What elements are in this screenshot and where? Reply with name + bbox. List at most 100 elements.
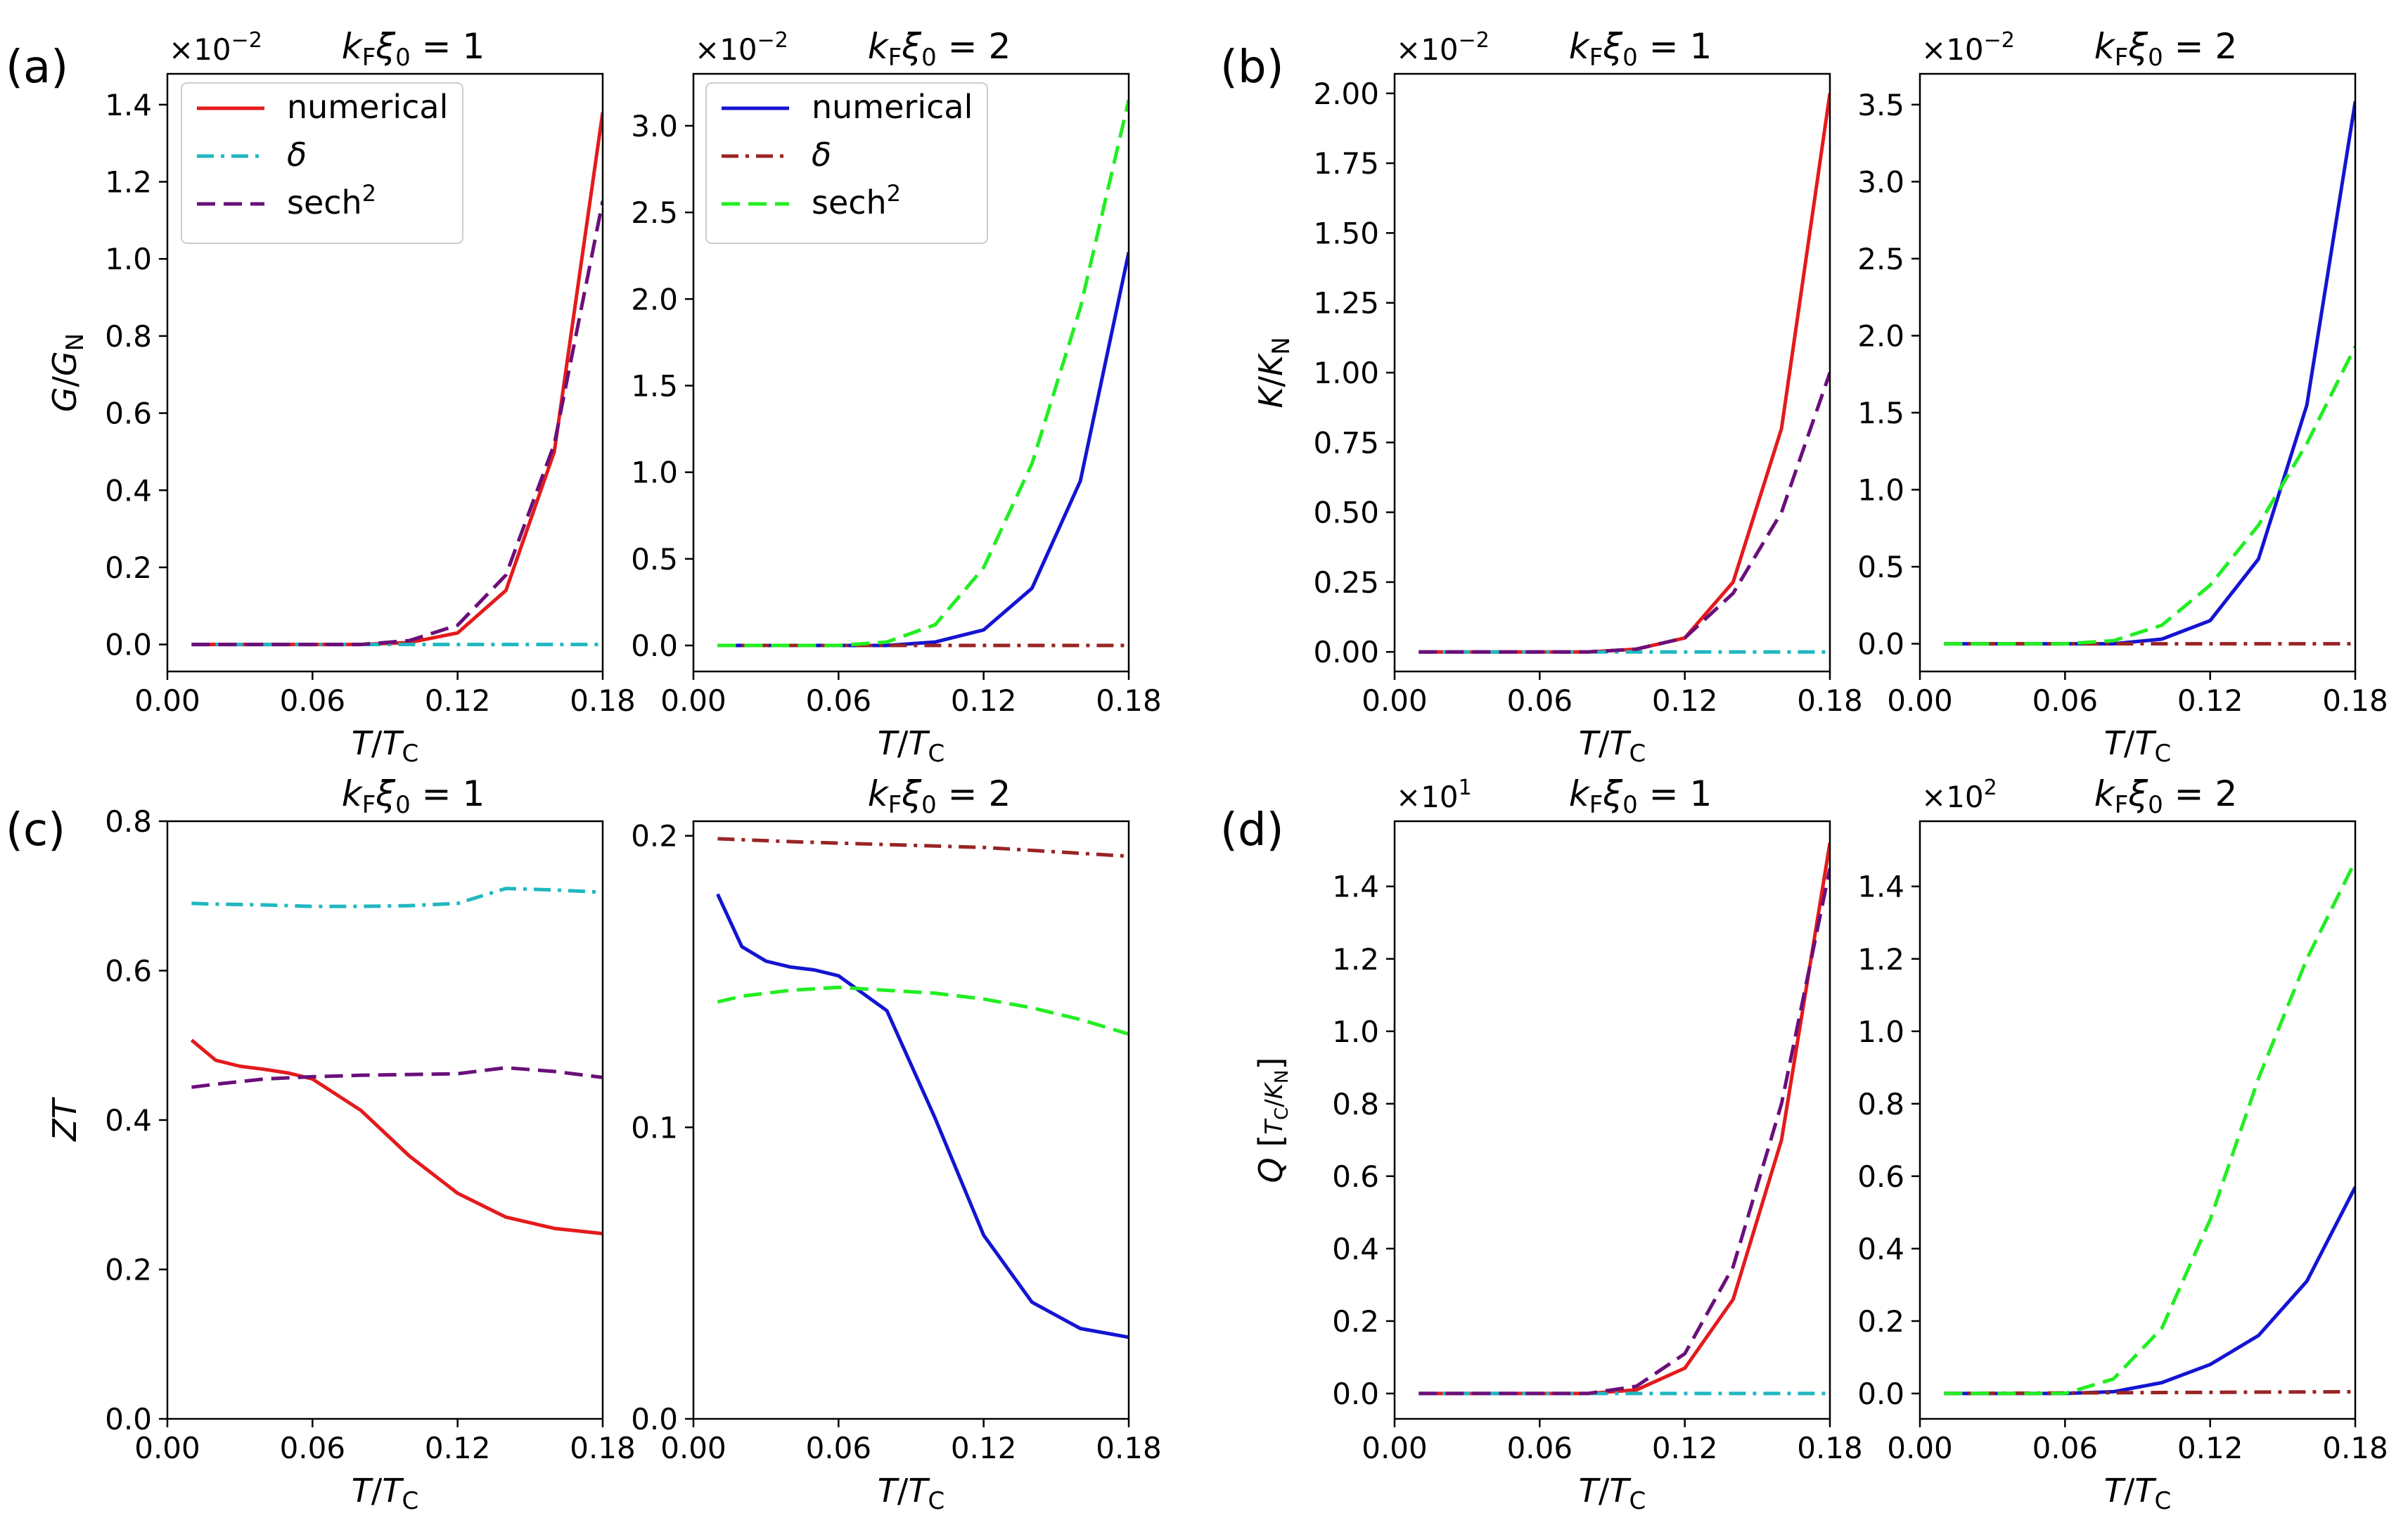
series-line-sech2	[717, 985, 1129, 1036]
axis-multiplier: ×101	[1396, 776, 1472, 814]
series-line-delta	[717, 837, 1129, 858]
y-tick-label: 1.4	[105, 88, 152, 122]
y-tick-label: 0.5	[631, 542, 678, 577]
y-tick-label: 0.6	[1857, 1159, 1904, 1194]
chart-a2: 0.00 0.06 0.12 0.18 0.0 0.5 1.0 1.5 2.0 2.5 3.0 kFξ…	[631, 26, 1162, 768]
x-tick-label: 0.18	[570, 683, 636, 718]
panel-title: kFξ0 = 2	[2094, 773, 2238, 819]
x-tick-label: 0.06	[806, 683, 872, 718]
x-tick-label: 0.18	[1096, 683, 1162, 718]
x-tick-label: 0.12	[425, 683, 491, 718]
series-line-sech2	[1418, 868, 1830, 1396]
x-tick-label: 0.00	[1887, 683, 1953, 718]
y-axis-label: K/KN	[1252, 337, 1295, 408]
panel-label: (d)	[1220, 804, 1284, 856]
y-tick-label: 1.25	[1313, 286, 1379, 321]
y-tick-label: 1.0	[1857, 1015, 1904, 1049]
panel-label: (a)	[6, 41, 68, 94]
y-tick-label: 0.4	[1857, 1232, 1904, 1266]
y-tick-label: 3.5	[1857, 88, 1904, 122]
x-tick-label: 0.12	[951, 683, 1017, 718]
x-tick-label: 0.00	[660, 1431, 726, 1465]
y-tick-label: 0.8	[1857, 1087, 1904, 1121]
axes-frame	[166, 72, 604, 673]
x-tick-label: 0.06	[806, 1431, 872, 1465]
y-tick-label: 0.2	[1332, 1304, 1379, 1339]
panels: (a) (b) (c) (d) 0.00 0.06 0.12 0.18 0.0 0.2 0.4 0.6…	[6, 26, 2388, 1515]
x-tick-label: 0.00	[1887, 1431, 1953, 1465]
axes-frame	[692, 72, 1130, 673]
axis-multiplier: ×102	[1921, 776, 1997, 814]
y-tick-label: 1.0	[105, 242, 152, 276]
x-tick-label: 0.00	[660, 683, 726, 718]
x-tick-label: 0.06	[280, 1431, 346, 1465]
y-tick-label: 3.0	[1857, 165, 1904, 199]
chart-d1: 0.00 0.06 0.12 0.18 0.0 0.2 0.4 0.6 0.8 1.0 1.2 1.4…	[1252, 773, 1863, 1515]
y-tick-label: 0.0	[105, 1402, 152, 1436]
y-tick-label: 1.0	[1857, 472, 1904, 507]
x-tick-label: 0.12	[1652, 1431, 1718, 1465]
x-axis-label: T/TC	[352, 724, 418, 768]
chart-b1: 0.00 0.06 0.12 0.18 0.00 0.25 0.50 0.75 1.00 1.25…	[1252, 26, 1863, 768]
x-axis-label: T/TC	[1579, 724, 1646, 768]
x-axis-label: T/TC	[878, 724, 944, 768]
x-tick-label: 0.18	[1797, 1431, 1863, 1465]
y-tick-label: 0.75	[1313, 425, 1379, 460]
y-tick-label: 0.2	[105, 1253, 152, 1287]
x-tick-label: 0.18	[2322, 683, 2388, 718]
panel-title: kFξ0 = 1	[342, 26, 485, 72]
x-tick-label: 0.06	[2032, 1431, 2099, 1465]
y-tick-label: 3.0	[631, 109, 678, 143]
x-tick-label: 0.12	[2177, 1431, 2243, 1465]
y-axis-label: Q [TC/KN]	[1252, 1057, 1293, 1183]
x-tick-label: 0.06	[1507, 683, 1573, 718]
chart-c1: 0.00 0.06 0.12 0.18 0.0 0.2 0.4 0.6 0.8 kFξ0 = 1 T…	[46, 773, 636, 1515]
series-line-sech2	[717, 99, 1129, 648]
panel-title: kFξ0 = 2	[868, 773, 1011, 819]
y-axis-label: ZT	[46, 1096, 84, 1143]
y-tick-label: 0.0	[631, 1402, 678, 1436]
x-tick-label: 0.12	[951, 1431, 1017, 1465]
x-axis-label: T/TC	[878, 1472, 944, 1515]
panel-title: kFξ0 = 1	[342, 773, 485, 819]
x-tick-label: 0.12	[1652, 683, 1718, 718]
panel-label: (c)	[6, 804, 65, 856]
x-tick-label: 0.06	[2032, 683, 2099, 718]
y-tick-label: 2.5	[1857, 242, 1904, 276]
y-tick-label: 1.2	[1332, 942, 1379, 977]
series-line-sech2	[1944, 345, 2355, 646]
y-tick-label: 0.6	[1332, 1159, 1379, 1194]
y-tick-label: 0.4	[105, 473, 152, 508]
legend-label: δ	[287, 136, 307, 174]
x-axis-label: T/TC	[2104, 1472, 2171, 1515]
panel-title: kFξ0 = 2	[868, 26, 1011, 72]
y-tick-label: 0.1	[631, 1110, 678, 1145]
x-tick-label: 0.18	[1096, 1431, 1162, 1465]
y-tick-label: 2.0	[1857, 319, 1904, 353]
series-line-delta	[191, 887, 603, 908]
axis-multiplier: ×10−2	[1921, 28, 2015, 67]
x-tick-label: 0.00	[134, 1431, 200, 1465]
x-tick-label: 0.12	[425, 1431, 491, 1465]
axes-frame	[692, 820, 1130, 1420]
x-tick-label: 0.18	[2322, 1431, 2388, 1465]
x-tick-label: 0.12	[2177, 683, 2243, 718]
y-tick-label: 2.5	[631, 195, 678, 230]
y-tick-label: 0.0	[631, 629, 678, 663]
panel-title: kFξ0 = 2	[2094, 26, 2238, 72]
y-tick-label: 2.00	[1313, 77, 1379, 111]
y-tick-label: 0.2	[1857, 1304, 1904, 1339]
y-tick-label: 0.2	[631, 819, 678, 854]
y-tick-label: 1.0	[631, 456, 678, 490]
x-axis-label: T/TC	[1579, 1472, 1646, 1515]
y-tick-label: 0.8	[105, 319, 152, 354]
series-line-sech2	[1944, 860, 2355, 1396]
legend-label: numerical	[287, 88, 448, 126]
x-tick-label: 0.06	[1507, 1431, 1573, 1465]
panel-label: (b)	[1220, 41, 1284, 94]
y-tick-label: 0.25	[1313, 565, 1379, 600]
chart-c2: 0.00 0.06 0.12 0.18 0.0 0.1 0.2 kFξ0 = 2 T/TC	[631, 773, 1162, 1515]
x-tick-label: 0.00	[134, 683, 200, 718]
